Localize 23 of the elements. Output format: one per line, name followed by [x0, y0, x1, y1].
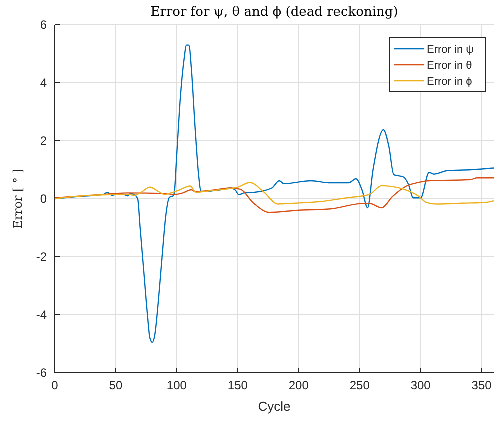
line-series [54, 182, 495, 205]
y-tick-label: 0 [40, 192, 48, 206]
legend-label: Error in ϕ [427, 76, 472, 88]
line-series [54, 178, 495, 214]
y-tick-label: -6 [36, 366, 48, 380]
y-tick-label: 2 [40, 134, 48, 148]
y-tick-label: -2 [36, 250, 48, 264]
legend-label: Error in ψ [427, 44, 474, 56]
x-tick-label: 300 [410, 378, 432, 393]
x-tick-label: 350 [472, 378, 492, 393]
x-tick-label: 50 [109, 378, 123, 393]
y-axis-title: Error [ ° ] [11, 169, 25, 229]
chart-title: Error for ψ, θ and ϕ (dead reckoning) [150, 5, 398, 20]
y-tick-label: 4 [40, 76, 48, 90]
y-tick-label: -4 [36, 308, 48, 322]
x-tick-label: 100 [166, 378, 188, 393]
legend-label: Error in θ [427, 60, 472, 72]
x-tick-label: 200 [288, 378, 310, 393]
x-tick-label: 0 [52, 378, 59, 393]
x-tick-label: 250 [350, 378, 370, 393]
x-tick-label: 150 [228, 378, 248, 393]
y-tick-label: 6 [40, 18, 48, 32]
x-axis-title: Cycle [258, 399, 291, 414]
